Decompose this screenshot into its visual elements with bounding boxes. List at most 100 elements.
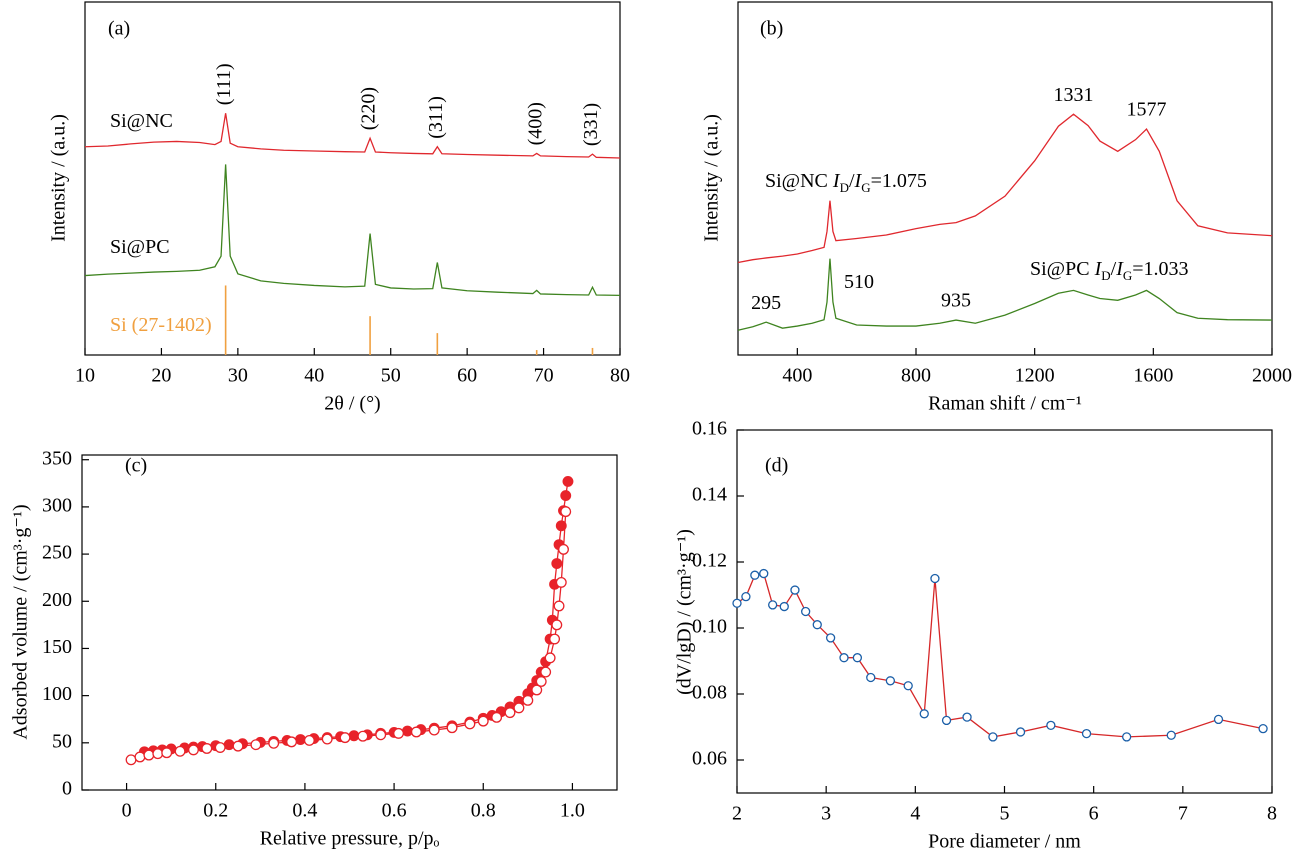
x-tick-label: 70: [534, 365, 554, 387]
x-tick-label: 40: [304, 365, 324, 387]
ratio-label: /: [1111, 258, 1117, 280]
data-point: [428, 724, 440, 736]
data-point: [553, 600, 565, 612]
data-point: [513, 702, 525, 714]
data-point: [348, 730, 360, 742]
data-point: [885, 676, 896, 686]
data-point: [544, 652, 556, 664]
data-point: [750, 570, 760, 580]
y-tick-label: 100: [42, 683, 72, 705]
series-label: Si@PC ID/IG=1.033: [1030, 258, 1189, 284]
x-tick-label: 6: [1089, 803, 1099, 825]
y-axis-label: Intensity / (a.u.): [48, 114, 70, 242]
data-point: [446, 722, 458, 734]
x-tick-label: 3: [821, 803, 831, 825]
x-tick-label: 80: [610, 365, 630, 387]
data-point: [161, 747, 173, 759]
data-point: [941, 715, 952, 726]
peak-label: (400): [524, 102, 546, 145]
series-name: Si@PC: [1030, 258, 1090, 280]
series-name: Si (27-1402): [110, 314, 212, 336]
x-tick-label: 2: [732, 803, 742, 825]
x-tick-label: 10: [75, 365, 95, 387]
data-point: [250, 739, 262, 751]
data-point: [531, 684, 543, 696]
ratio-label: D: [1101, 268, 1110, 283]
data-point: [741, 592, 751, 602]
panel-label: (a): [108, 18, 130, 40]
data-point: [732, 598, 742, 608]
data-point: [402, 725, 413, 737]
panel-label: (c): [125, 455, 147, 477]
data-point: [201, 743, 213, 754]
data-point: [562, 475, 574, 487]
y-tick-label: 0.08: [692, 682, 727, 704]
x-axis-label: Pore diameter / nm: [928, 831, 1081, 853]
data-point: [930, 573, 940, 584]
y-tick-label: 200: [42, 589, 72, 611]
y-axis-label: (dV/lgD) / (cm³·g⁻¹): [674, 529, 696, 695]
y-tick-label: 300: [42, 494, 72, 516]
data-point: [286, 736, 297, 748]
data-point: [825, 633, 836, 643]
data-point: [919, 709, 929, 719]
x-tick-label: 0.4: [292, 800, 317, 822]
data-point: [560, 506, 572, 518]
x-tick-label: 0.8: [471, 800, 496, 822]
x-tick-label: 8: [1267, 803, 1277, 825]
y-tick-label: 0: [62, 778, 72, 800]
data-point: [504, 707, 516, 719]
peak-label: (111): [213, 63, 235, 105]
data-point: [549, 633, 561, 645]
data-point: [188, 744, 199, 756]
data-point: [801, 606, 811, 617]
data-point: [410, 726, 422, 738]
ratio-label: =1.075: [871, 170, 927, 192]
peak-label: 1577: [1127, 99, 1167, 121]
data-point: [812, 620, 822, 630]
data-point: [134, 751, 146, 763]
data-point: [988, 732, 998, 742]
panel-label: (d): [765, 455, 788, 477]
data-point: [357, 730, 369, 742]
series-label: Si@NC ID/IG=1.075: [765, 170, 927, 196]
plot-frame: [84, 1, 621, 356]
y-tick-label: 50: [52, 730, 72, 752]
data-point: [232, 740, 244, 752]
data-point: [866, 672, 876, 683]
data-point: [477, 715, 489, 727]
y-tick-label: 0.12: [692, 550, 727, 572]
peak-label: 295: [751, 292, 781, 314]
data-point: [540, 666, 552, 678]
peak-label: 935: [941, 290, 971, 312]
data-point: [558, 543, 569, 555]
y-tick-label: 0.16: [692, 418, 727, 440]
data-point: [790, 585, 800, 595]
peak-label: 510: [844, 271, 874, 293]
data-point: [464, 718, 476, 730]
data-line: [736, 572, 1264, 738]
x-tick-label: 800: [901, 365, 931, 387]
x-tick-label: 4: [910, 803, 920, 825]
x-tick-label: 1600: [1133, 365, 1173, 387]
data-point: [839, 653, 849, 663]
data-line: [84, 164, 621, 296]
data-point: [1081, 728, 1092, 739]
data-point: [852, 653, 863, 663]
peak-label: (311): [425, 96, 447, 139]
y-tick-label: 0.10: [692, 616, 727, 638]
ratio-label: D: [840, 180, 849, 195]
x-tick-label: 1200: [1015, 365, 1055, 387]
x-tick-label: 30: [228, 365, 248, 387]
series-label: Si@NC: [110, 110, 173, 132]
data-point: [903, 681, 913, 691]
data-point: [1046, 720, 1056, 730]
data-point: [1258, 724, 1268, 734]
data-point: [560, 490, 572, 502]
y-axis-label: Adsorbed volume / (cm³·g⁻¹): [10, 504, 32, 739]
data-point: [339, 732, 351, 744]
data-point: [174, 745, 186, 757]
data-point: [1166, 730, 1176, 740]
data-point: [535, 676, 547, 687]
data-point: [779, 601, 789, 612]
